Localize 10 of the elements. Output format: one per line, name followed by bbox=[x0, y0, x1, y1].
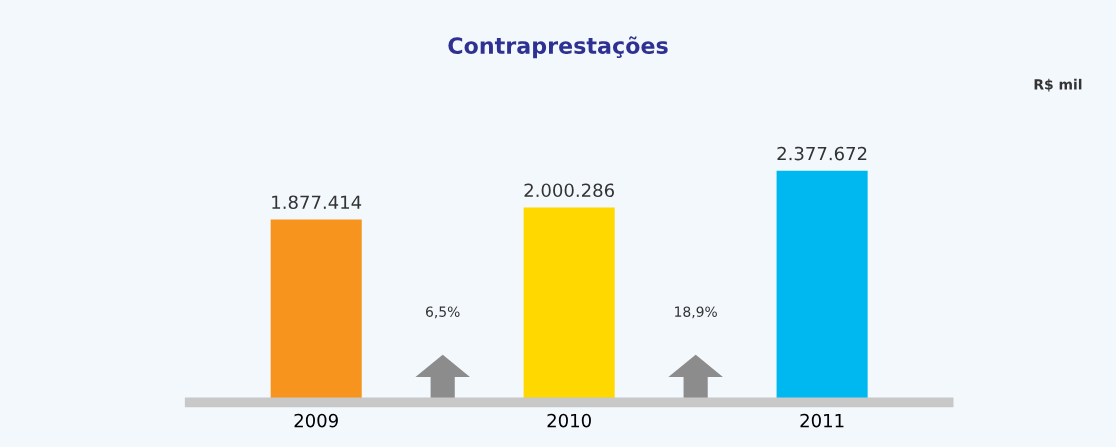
annotation: 18,9% bbox=[675, 306, 717, 319]
annotation: 6,5% bbox=[426, 306, 460, 319]
x-tick-label: 2011 bbox=[800, 413, 844, 428]
chart-title: Contraprestações bbox=[448, 36, 668, 59]
data-label: 1.877.414 bbox=[272, 195, 362, 210]
data-label: 2.377.672 bbox=[777, 146, 867, 161]
x-tick-label: 2009 bbox=[294, 413, 338, 428]
data-label: 2.000.286 bbox=[524, 183, 614, 198]
text: R$ mil bbox=[1034, 78, 1082, 92]
x-tick-label: 2010 bbox=[547, 413, 591, 428]
